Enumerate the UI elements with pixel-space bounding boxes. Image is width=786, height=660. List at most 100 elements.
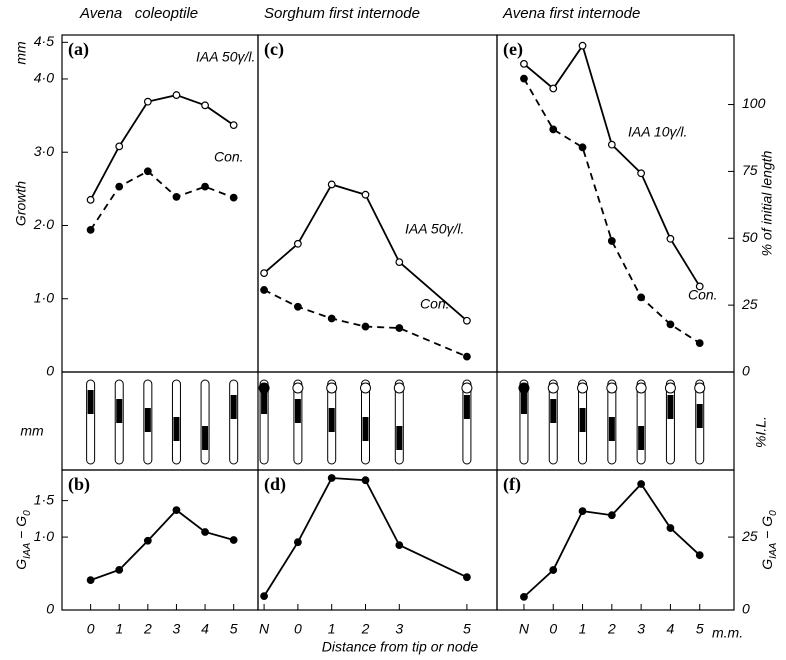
data-point [361,476,370,485]
data-point [463,573,471,582]
series-line [523,482,701,598]
diagram-node [359,382,371,394]
diagram-zone [261,390,268,414]
panel-frame [496,469,735,611]
y-axis-label: GIAA − G0 [759,510,779,570]
x-tick-label: 4 [667,621,675,637]
x-tick-label: 3 [395,621,403,637]
x-tick-label: 4 [201,621,209,637]
diagram-node [635,382,647,394]
y-axis-label: Growth [13,181,29,226]
data-point [607,140,616,149]
data-point [607,237,616,245]
series-line [89,94,235,201]
y-axis-label-part: IAA [768,542,779,558]
data-point [86,225,95,234]
data-point [115,142,124,151]
series-label: IAA 50γ/l. [196,49,255,65]
diagram-zone [520,390,527,414]
data-point [637,169,646,178]
data-point [201,182,209,191]
data-point [520,59,528,68]
data-point [578,41,587,50]
x-tick-label: N [259,621,270,637]
series-label: IAA 10γ/l. [628,124,687,140]
x-tick-label: 1 [115,621,123,637]
x-tick-label: 1 [579,621,587,637]
diagram-node [258,382,270,394]
y-axis-label-part: IAA [22,542,33,558]
x-tick-label: 5 [463,621,471,637]
diagram-zone [362,417,369,441]
data-point [86,195,95,204]
diagram-zone [638,426,645,450]
panel-frame [496,34,735,373]
diagram-zone [202,426,209,450]
data-point [637,480,646,488]
y-tick-label: 75 [742,162,758,178]
data-point [395,541,404,550]
data-point [637,293,646,302]
y-tick-label: 50 [742,229,758,245]
column-title: Avena coleoptile [79,5,198,22]
data-point [695,339,704,348]
y-tick-label: 0 [46,363,54,379]
y-axis-label-part: 0 [22,510,33,516]
data-point [143,536,152,545]
series-line [523,43,701,287]
y-tick-label: 1·0 [34,289,54,305]
x-axis-label: Distance from tip or node [322,639,479,655]
diagram-node [518,382,530,394]
panel-label: (e) [503,39,523,60]
data-point [520,74,528,83]
x-tick-label: 0 [294,621,302,637]
data-point [260,592,268,601]
data-point [666,234,675,243]
data-point [327,474,336,482]
data-point [229,121,238,130]
data-point [293,538,302,547]
data-point [361,190,370,199]
data-point [520,592,528,601]
x-tick-label: 1 [328,621,336,637]
y-axis-label: GIAA − G0 [13,510,33,570]
data-point [115,565,124,574]
data-point [172,506,181,515]
diagram-zone [116,399,123,423]
diagram-node [577,382,589,394]
data-point [327,180,336,189]
x-unit: m.m. [712,625,743,641]
x-tick-label: 0 [549,621,557,637]
data-point [293,239,302,248]
y-axis-label-part: G [759,559,775,570]
y-tick-label: 0 [742,363,750,379]
y-tick-label: 1·5 [34,491,54,507]
x-tick-label: 3 [637,621,645,637]
data-point [229,536,238,544]
diagram-node [694,382,706,394]
diagram-node [547,382,559,394]
data-point [143,97,152,106]
panel-label: (f) [503,474,521,495]
y-tick-label: 25 [741,296,758,312]
y-tick-label: 3·0 [34,143,54,159]
data-point [549,566,558,574]
data-point [143,167,152,176]
data-point [172,193,181,201]
x-tick-label: 5 [696,621,704,637]
data-point [549,84,558,93]
y-axis-label-part: G [13,559,29,570]
data-point [395,258,404,267]
strip-label: %I.L. [753,416,769,448]
panel-label: (a) [68,39,89,60]
x-tick-label: 0 [87,621,95,637]
data-point [695,282,704,291]
data-point [229,193,238,202]
data-point [201,101,209,110]
data-point [361,322,370,331]
diagram-zone [230,395,237,419]
x-tick-label: 2 [143,621,152,637]
series-line [263,289,468,358]
y-axis-label-part: 0 [768,510,779,516]
diagram-zone [294,399,301,423]
